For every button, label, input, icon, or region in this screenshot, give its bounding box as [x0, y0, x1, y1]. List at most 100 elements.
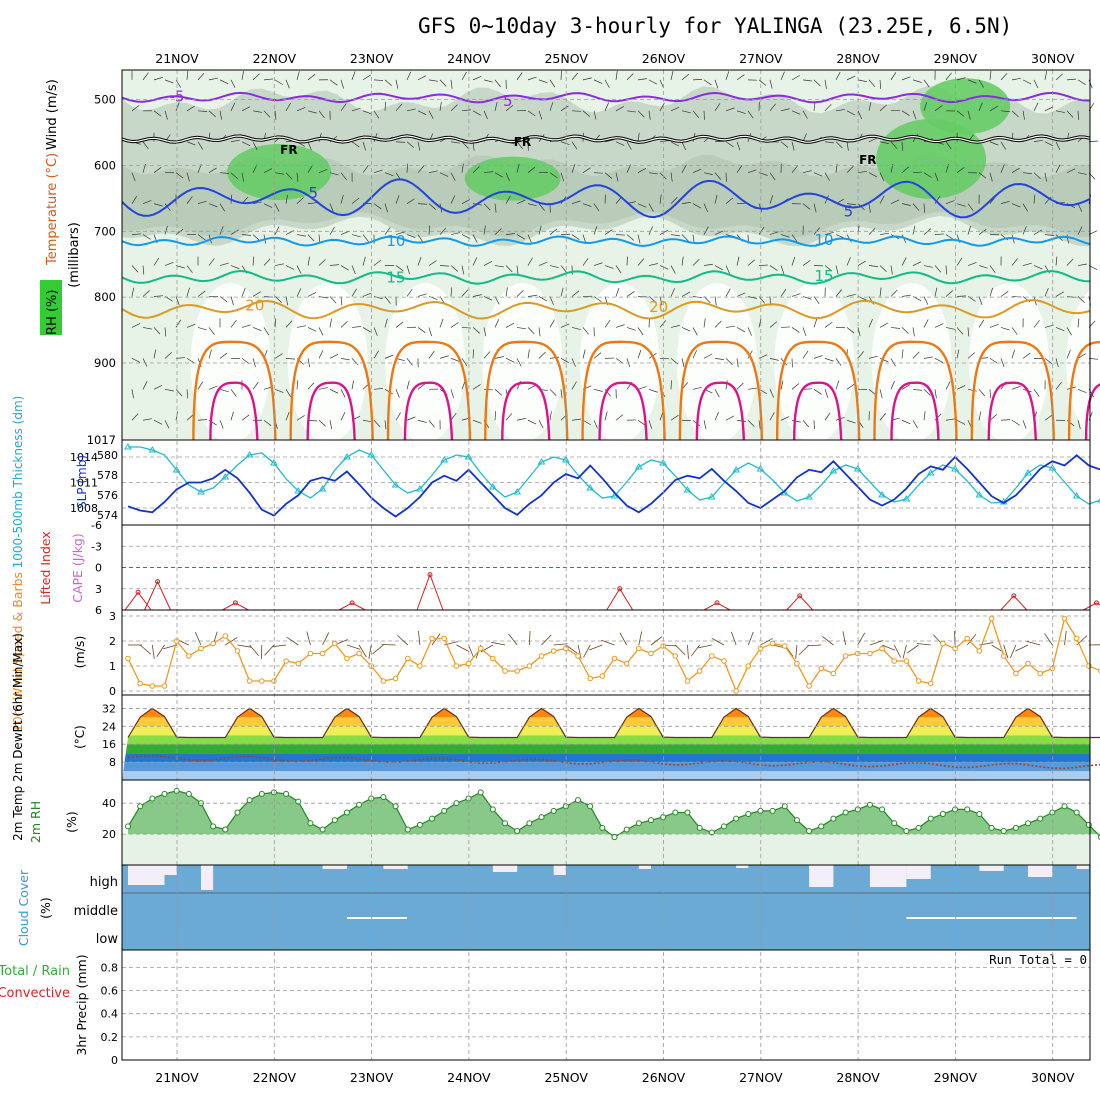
wind-speed-point: [709, 653, 715, 659]
wind-barb: [604, 139, 614, 143]
rh-point: [696, 824, 703, 831]
pressure-tick: 900: [94, 356, 116, 370]
contour-label: 20: [649, 298, 668, 316]
wind-barb: [1077, 353, 1086, 359]
wind-barb: [604, 229, 613, 235]
lifted-index-marker: [1011, 593, 1017, 599]
wind-barb: [945, 72, 952, 81]
wind-barb: [351, 234, 361, 238]
wind-barb: [219, 203, 226, 212]
wind-barb: [824, 321, 833, 328]
wind-barb: [879, 287, 882, 297]
wind-barb: [1055, 291, 1064, 297]
rh-point: [842, 809, 849, 816]
wind-barb: [538, 351, 546, 359]
wind-barb: [593, 420, 598, 429]
rh-point: [258, 790, 265, 797]
wind-barb: [538, 110, 543, 120]
rh-point: [429, 815, 436, 822]
contour-25: [289, 340, 374, 441]
wind-barb: [879, 141, 889, 144]
contour-25: [386, 340, 472, 441]
wind-barb: [791, 75, 800, 81]
wind-barb: [252, 73, 260, 81]
wind-barb: [637, 386, 647, 390]
wind-barb: [461, 289, 469, 297]
wind-speed-point: [331, 640, 338, 647]
wind-barb: [857, 110, 863, 120]
lifted-index-peak: [1083, 602, 1100, 611]
wind-barb: [494, 79, 501, 88]
wind-barb: [857, 79, 867, 83]
wind-barb: [1077, 263, 1087, 266]
lifted-index-tick: -6: [91, 519, 102, 532]
wind-barb: [1055, 141, 1061, 151]
wind-barb: [670, 288, 675, 297]
wind-barb: [461, 141, 469, 149]
wind-barb: [494, 203, 497, 213]
temp-label: 2m Temp 2m DewPt (6hr Min/Max): [11, 633, 25, 841]
wind-barb: [923, 389, 931, 396]
wind-barb: [648, 263, 658, 266]
wind-speed-point: [611, 655, 618, 662]
wind-barb: [681, 202, 691, 204]
wind-barb: [835, 234, 845, 239]
wind-barb: [263, 258, 271, 266]
wind-barb: [494, 411, 496, 421]
wind-barb: [648, 172, 658, 175]
surface-wind-barb: [1010, 644, 1017, 659]
wind-barb: [890, 380, 895, 390]
wind-barb: [241, 358, 250, 365]
wind-barb: [1000, 200, 1010, 204]
wind-barb: [934, 195, 941, 204]
surface-wind-barb: [491, 641, 506, 646]
wind-barb: [813, 79, 821, 87]
lifted-index-peak: [222, 602, 249, 611]
wind-barb: [615, 70, 618, 80]
wind-barb: [527, 257, 533, 266]
wind-barb: [197, 327, 207, 331]
temp-unit: (°C): [73, 725, 87, 749]
wind-barb: [1066, 349, 1071, 359]
wind-barb: [934, 233, 945, 235]
wind-barb: [461, 163, 464, 173]
wind-barb: [417, 383, 426, 390]
wind-barb: [1044, 324, 1054, 328]
wind-barb: [450, 389, 454, 399]
surface-wind-barb: [601, 639, 615, 646]
wind-barb: [417, 203, 428, 205]
wind-speed-point: [186, 653, 192, 659]
thickness-marker: [805, 493, 813, 500]
wind-barb: [131, 323, 141, 328]
wind-barb: [329, 203, 334, 213]
wind-barb: [373, 420, 381, 428]
wind-barb: [956, 77, 966, 81]
cloud-unit: (%): [38, 897, 53, 919]
wind-barb: [164, 261, 174, 266]
wind-barb: [879, 104, 888, 112]
wind-barb: [428, 110, 434, 119]
wind-speed-point: [441, 635, 448, 642]
wind-barb: [219, 352, 228, 359]
wind-barb: [395, 79, 399, 89]
wind-barb: [450, 322, 459, 328]
wind-barb: [967, 352, 976, 359]
wind-barb: [406, 198, 415, 204]
wind-barb: [846, 110, 856, 116]
wind-barb: [868, 265, 878, 267]
contour-15: [121, 269, 1091, 285]
wind-barb: [736, 382, 744, 390]
surface-wind-barb: [541, 634, 552, 646]
contour-freezing-inner: [121, 135, 1091, 143]
wind-barb: [901, 294, 911, 297]
rh-point: [611, 834, 618, 841]
wind-barb: [681, 141, 686, 151]
mid-cloud-gap: [906, 917, 1077, 919]
wind-barb: [307, 110, 317, 114]
thickness-marker: [926, 469, 935, 476]
wind-barb: [505, 358, 515, 363]
wind-barb: [670, 141, 680, 147]
wind-barb: [758, 388, 768, 394]
wind-barb: [791, 141, 795, 151]
wind-barb: [934, 265, 942, 273]
